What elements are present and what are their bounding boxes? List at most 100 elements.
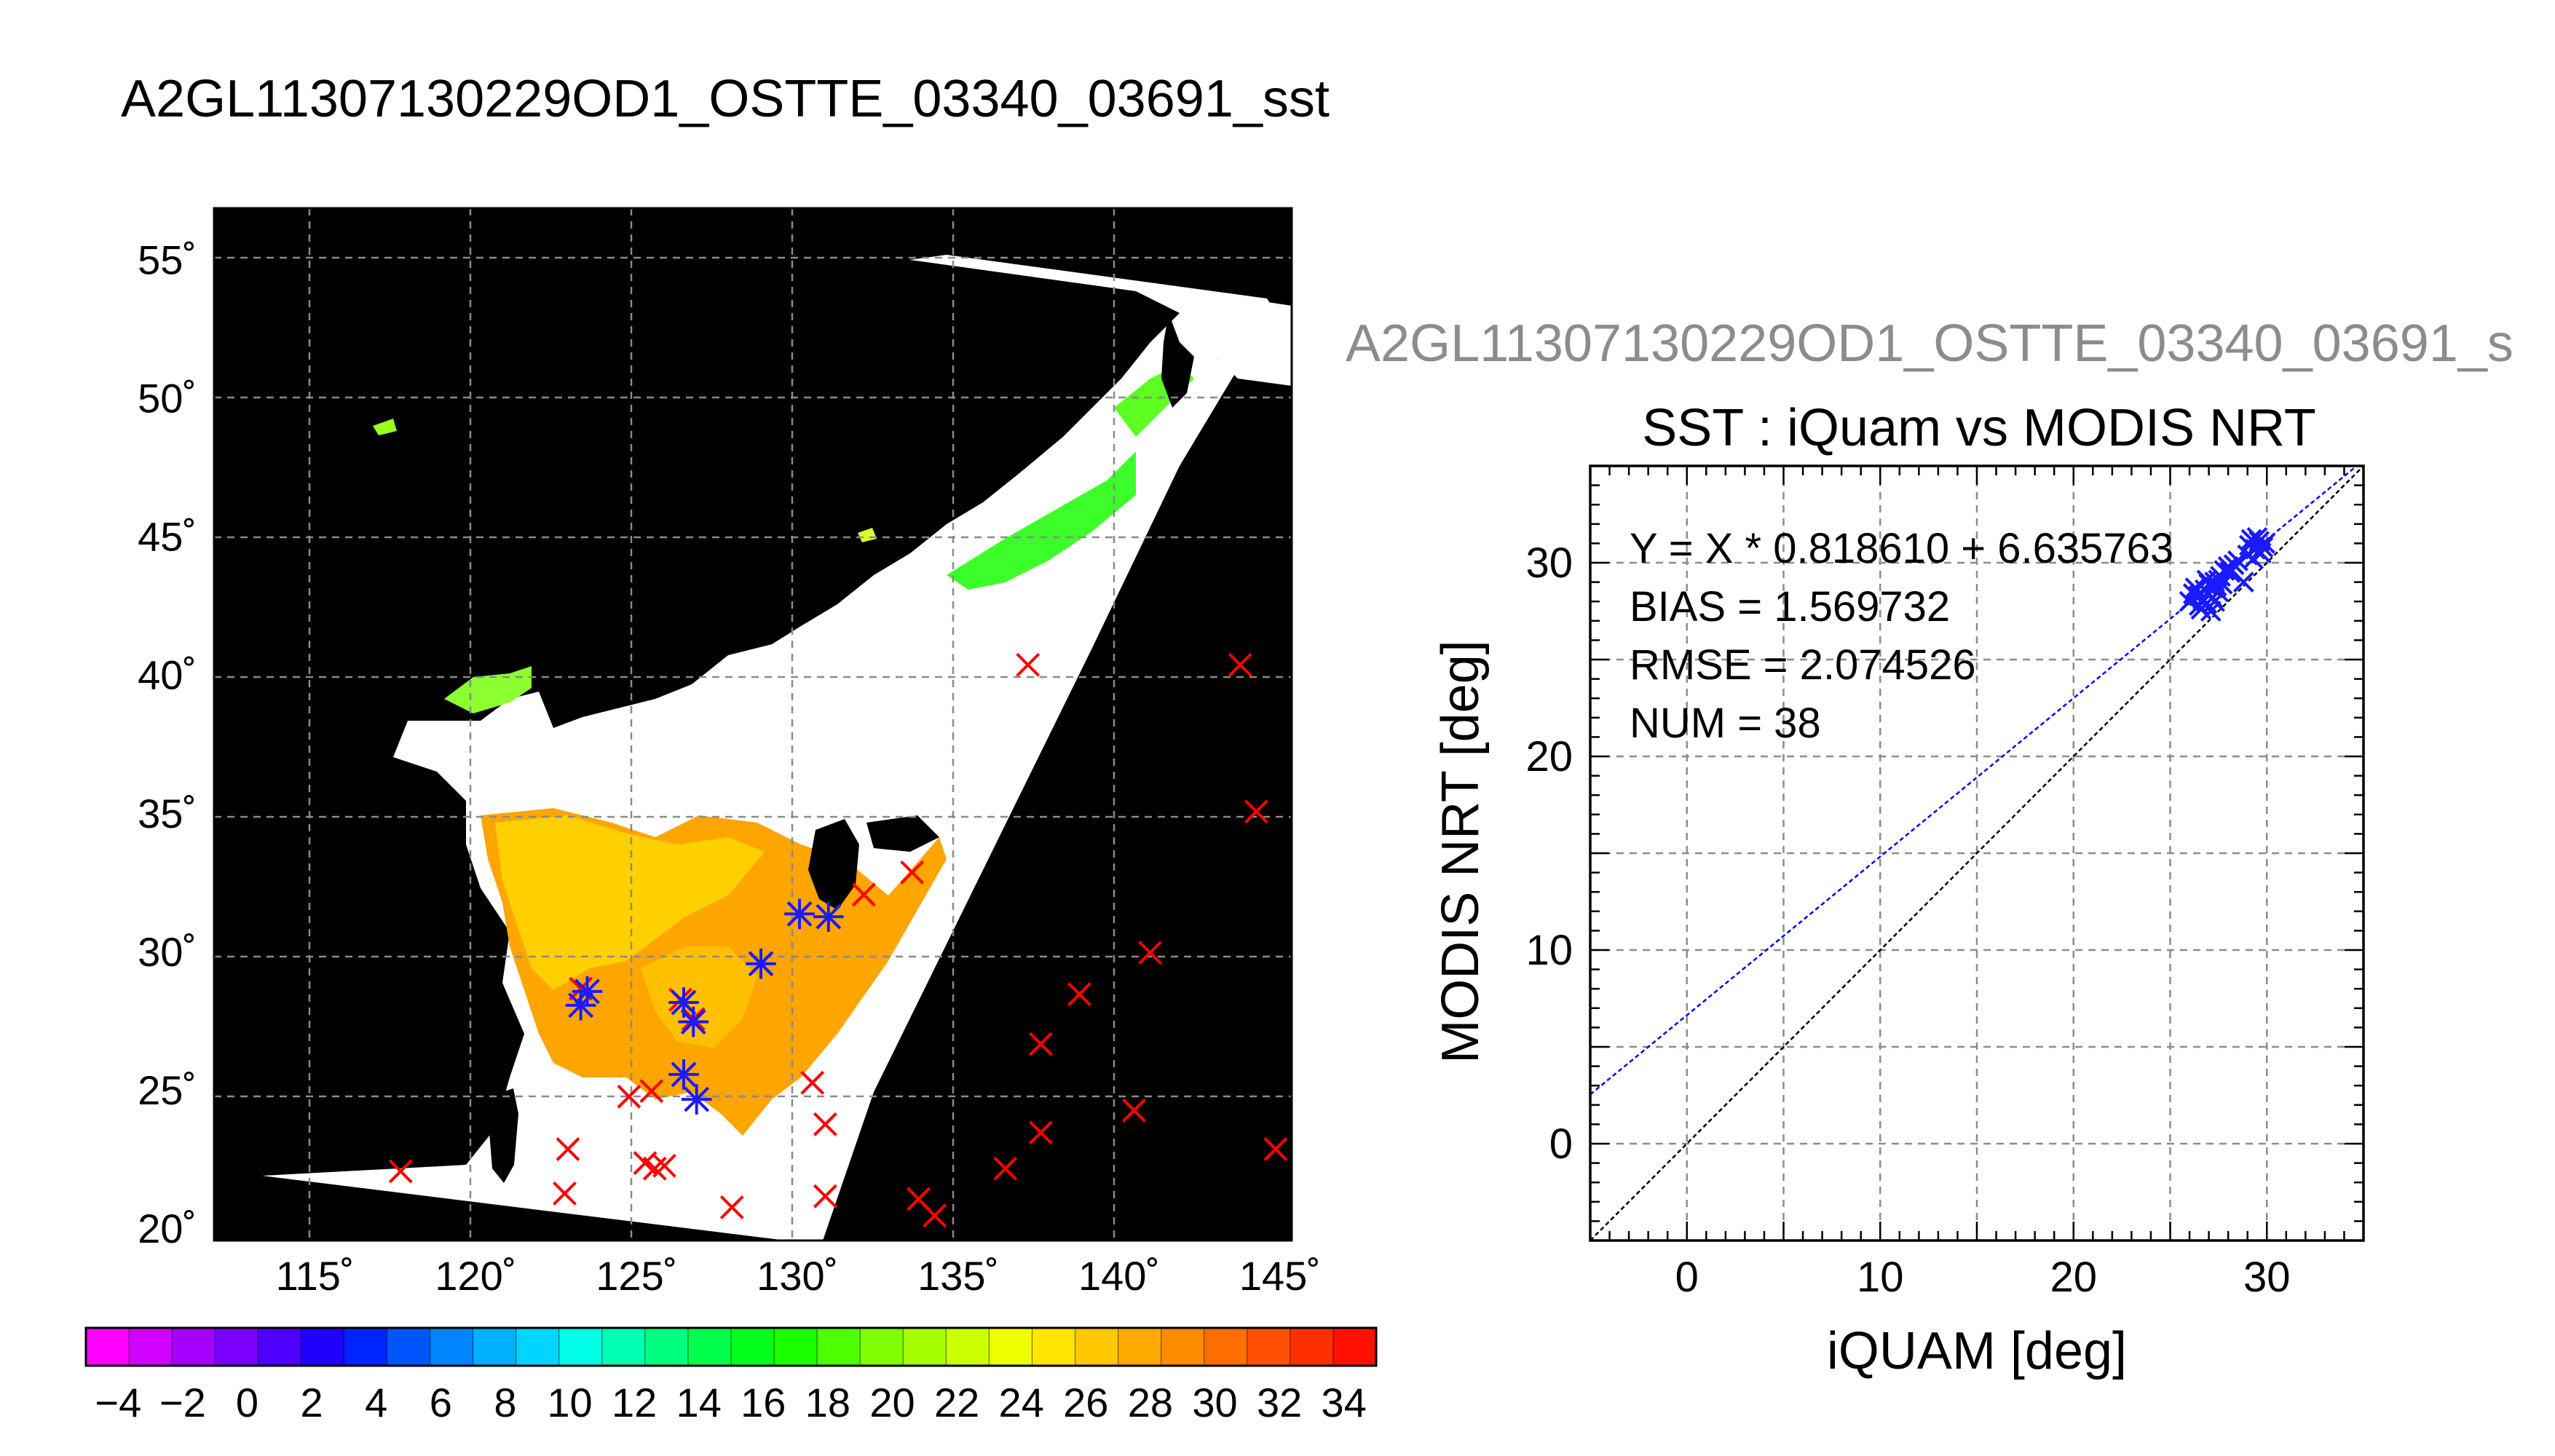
- iquam-marker: [719, 1195, 744, 1219]
- identity-line: [1590, 466, 2364, 1241]
- colorbar-swatch: [1290, 1328, 1334, 1366]
- stats-num: NUM = 38: [1630, 700, 1821, 747]
- colorbar-swatch: [86, 1328, 130, 1366]
- colorbar-swatch: [516, 1328, 560, 1366]
- y-tick-label: 10: [1525, 927, 1573, 974]
- map-frame: [213, 207, 1293, 1242]
- colorbar-tick-label: −2: [159, 1380, 206, 1425]
- scatter-title: SST : iQuam vs MODIS NRT: [1642, 399, 2316, 457]
- longitude-tick-label: 125˚: [596, 1253, 677, 1299]
- map-border: [213, 207, 1293, 1242]
- iquam-marker: [642, 1156, 667, 1181]
- x-tick-label: 10: [1857, 1254, 1904, 1301]
- x-tick-label: 20: [2050, 1254, 2097, 1301]
- colorbar-tick-label: −4: [95, 1380, 141, 1425]
- latitude-tick-label: 50˚: [138, 376, 197, 422]
- colorbar-swatch: [860, 1328, 904, 1366]
- colorbar-swatch: [1032, 1328, 1076, 1366]
- sst-green-hokkaido: [947, 451, 1136, 590]
- scatter-supertitle: A2GL11307130229OD1_OSTTE_03340_03691_s: [1346, 314, 2513, 373]
- iquam-marker: [1028, 1120, 1053, 1145]
- longitude-tick-label: 140˚: [1078, 1253, 1160, 1299]
- scatter-y-axis-label: MODIS NRT [deg]: [1431, 640, 1490, 1064]
- iquam-marker: [639, 1079, 664, 1104]
- stats-regression: Y = X * 0.818610 + 6.635763: [1630, 525, 2173, 572]
- scatter-point: [2190, 598, 2212, 620]
- iquam-marker: [813, 1112, 837, 1136]
- matched-marker: [668, 1059, 699, 1090]
- latitude-tick-label: 45˚: [138, 514, 197, 560]
- north-swath-strip: [910, 255, 1292, 386]
- iquam-marker: [388, 1159, 413, 1184]
- longitude-tick-label: 115˚: [276, 1253, 355, 1299]
- matched-marker: [565, 990, 596, 1021]
- colorbar-swatch: [1332, 1328, 1377, 1366]
- longitude-tick-label: 135˚: [917, 1253, 999, 1299]
- longitude-tick-label: 120˚: [435, 1253, 516, 1299]
- y-tick-label: 20: [1525, 733, 1573, 780]
- colorbar: [84, 1326, 1378, 1367]
- colorbar-tick-label: 32: [1257, 1380, 1302, 1425]
- colorbar-swatch: [558, 1328, 603, 1366]
- colorbar-swatch: [1161, 1328, 1205, 1366]
- colorbar-border: [84, 1326, 1378, 1367]
- colorbar-tick-label: 16: [741, 1380, 786, 1425]
- scatter-y-tick-labels: 0 10 20 30: [1525, 539, 1573, 1168]
- colorbar-swatch: [644, 1328, 689, 1366]
- colorbar-swatch: [731, 1328, 775, 1366]
- colorbar-tick-label: 12: [612, 1380, 657, 1425]
- colorbar-swatch: [946, 1328, 990, 1366]
- iquam-marker: [800, 1070, 825, 1095]
- iquam-marker: [1122, 1098, 1146, 1123]
- iquam-marker: [556, 1137, 580, 1161]
- y-tick-label: 0: [1549, 1120, 1573, 1168]
- scatter-border: [1589, 464, 2365, 1242]
- colorbar-swatch: [989, 1328, 1032, 1366]
- colorbar-swatch: [430, 1328, 474, 1366]
- sst-green-small-1: [373, 419, 397, 435]
- iquam-marker: [923, 1203, 947, 1228]
- colorbar-swatch: [687, 1328, 732, 1366]
- matched-marker: [746, 949, 776, 979]
- scatter-x-tick-labels: 0 10 20 30: [1675, 1254, 2291, 1301]
- scatter-point: [2252, 537, 2274, 558]
- x-tick-label: 30: [2243, 1254, 2291, 1301]
- latitude-tick-label: 55˚: [138, 237, 197, 282]
- colorbar-tick-label: 4: [365, 1380, 387, 1425]
- map-title: A2GL11307130229OD1_OSTTE_03340_03691_sst: [121, 70, 1330, 128]
- iquam-marker: [553, 1181, 577, 1206]
- iquam-marker: [852, 882, 876, 907]
- colorbar-swatch: [1204, 1328, 1248, 1366]
- scatter-point: [2219, 561, 2241, 583]
- scatter-point: [2232, 571, 2254, 593]
- iquam-marker: [900, 860, 925, 885]
- swath-ocean-east-edge: [786, 255, 1292, 1241]
- colorbar-swatch: [601, 1328, 646, 1366]
- latitude-tick-label: 35˚: [138, 791, 197, 836]
- colorbar-tick-label: 20: [869, 1380, 915, 1425]
- colorbar-tick-label: 18: [805, 1380, 850, 1425]
- colorbar-tick-label: 8: [494, 1380, 516, 1425]
- iquam-marker: [1016, 652, 1040, 677]
- matched-marker: [668, 987, 699, 1018]
- scatter-stats: Y = X * 0.818610 + 6.635763 BIAS = 1.569…: [1630, 525, 2173, 747]
- iquam-marker: [993, 1156, 1018, 1181]
- scatter-point: [2246, 527, 2268, 548]
- scatter-points: [2179, 527, 2276, 622]
- colorbar-tick-labels: −4 −2 0 2 4 6 8 10 12 14 16 18 20 22 24 26 28 30 32 34: [95, 1380, 1366, 1425]
- latitude-tick-labels: 55˚ 50˚ 45˚ 40˚ 35˚ 30˚ 25˚ 20˚: [138, 237, 197, 1251]
- matched-marker: [678, 1006, 709, 1037]
- x-tick-label: 0: [1675, 1254, 1699, 1301]
- colorbar-tick-label: 26: [1063, 1380, 1108, 1425]
- iquam-marker: [1263, 1137, 1288, 1161]
- colorbar-swatch: [258, 1328, 301, 1366]
- swath-land-mask: [262, 255, 1282, 1241]
- scatter-x-axis-label: iQUAM [deg]: [1827, 1322, 2127, 1380]
- colorbar-swatch: [1247, 1328, 1291, 1366]
- latitude-tick-label: 20˚: [138, 1206, 197, 1251]
- matched-marker: [784, 898, 815, 930]
- colorbar-swatch: [774, 1328, 818, 1366]
- kyushu-island: [808, 819, 859, 910]
- colorbar-tick-label: 34: [1322, 1380, 1367, 1425]
- iquam-marker: [813, 1184, 837, 1208]
